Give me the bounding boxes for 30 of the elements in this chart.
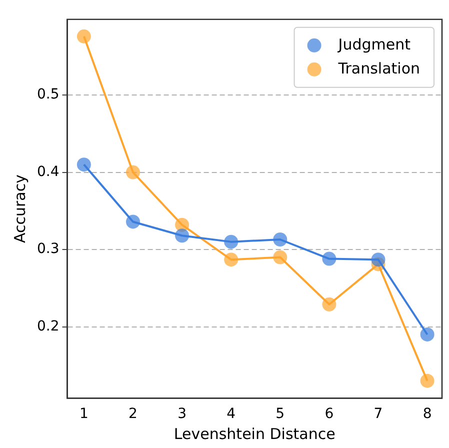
point [76, 29, 91, 44]
point [273, 232, 288, 246]
point [371, 252, 386, 267]
y-axis-title: Accuracy [10, 174, 29, 244]
x-tick-label: 1 [79, 406, 88, 422]
point [322, 252, 336, 266]
y-tick-label: 0.5 [37, 86, 60, 103]
point [126, 165, 140, 180]
point [126, 214, 140, 229]
point [273, 250, 288, 264]
legend-label: Translation [337, 59, 420, 78]
point [322, 297, 336, 312]
point [76, 158, 91, 172]
x-tick-label: 5 [276, 406, 285, 422]
y-tick-label: 0.4 [37, 164, 60, 180]
x-tick-label: 8 [422, 406, 432, 422]
point [175, 228, 190, 243]
x-tick-label: 2 [128, 406, 138, 422]
x-tick-label: 7 [374, 406, 383, 422]
x-tick-label: 6 [324, 406, 334, 422]
point [420, 327, 434, 342]
y-tick-label: 0.3 [37, 241, 60, 258]
point [224, 252, 238, 267]
y-tick-label: 0.2 [37, 318, 60, 334]
legend-label: Judgment [337, 35, 411, 54]
point [224, 234, 238, 249]
x-axis-title: Levenshtein Distance [174, 424, 336, 443]
point [420, 374, 434, 388]
x-tick-label: 3 [178, 406, 186, 422]
x-tick-label: 4 [226, 406, 236, 422]
